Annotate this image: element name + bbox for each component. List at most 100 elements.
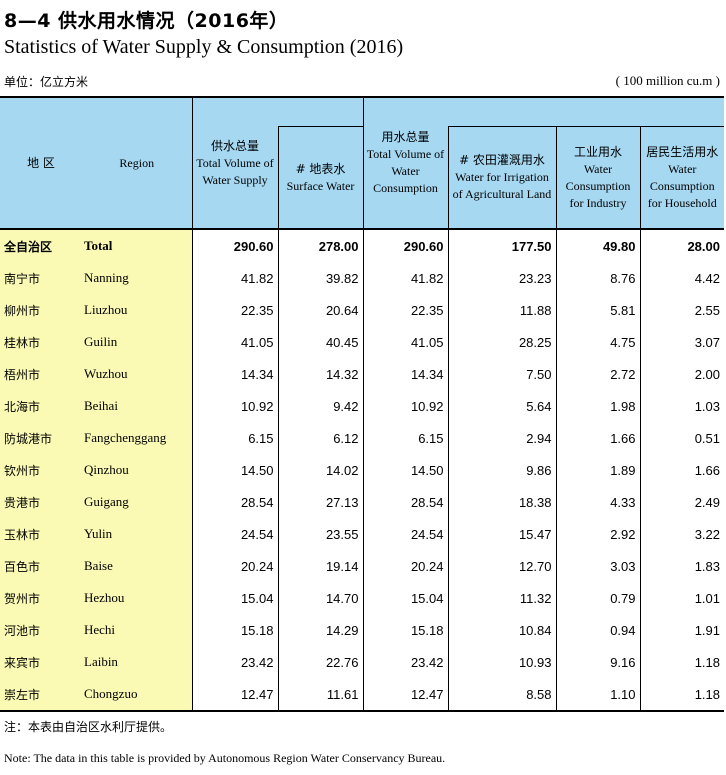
irrigation-header: # 农田灌溉用水 Water for Irrigation of Agricul… [447, 126, 556, 229]
consumption-value: 15.04 [362, 582, 448, 614]
supply-value: 10.92 [191, 390, 278, 422]
table-row: 钦州市 Qinzhou 14.50 14.02 14.50 9.86 1.89 1.66 [0, 454, 724, 486]
region-name-en: Qinzhou [82, 454, 192, 486]
consumption-value: 12.47 [362, 678, 448, 711]
table-row: 桂林市 Guilin 41.05 40.45 41.05 28.25 4.75 3.07 [0, 326, 724, 358]
region-name-cn: 南宁市 [0, 262, 82, 294]
table-row: 防城港市 Fangchenggang 6.15 6.12 6.15 2.94 1.66 0.5… [0, 422, 724, 454]
irrigation-value: 9.86 [447, 454, 556, 486]
irrigation-value: 12.70 [447, 550, 556, 582]
supply-value: 23.42 [191, 646, 278, 678]
surface-value: 14.29 [277, 614, 363, 646]
consumption-value: 28.54 [362, 486, 448, 518]
region-name-cn: 钦州市 [0, 454, 82, 486]
surface-value: 14.02 [277, 454, 363, 486]
region-name-cn: 来宾市 [0, 646, 82, 678]
region-name-en: Fangchenggang [82, 422, 192, 454]
consumption-value: 10.92 [362, 390, 448, 422]
surface-value: 19.14 [277, 550, 363, 582]
table-row: 百色市 Baise 20.24 19.14 20.24 12.70 3.03 1.83 [0, 550, 724, 582]
irrigation-value: 18.38 [447, 486, 556, 518]
region-name-cn: 防城港市 [0, 422, 82, 454]
region-name-cn: 桂林市 [0, 326, 82, 358]
consumption-header: 用水总量 Total Volume of Water Consumption [362, 97, 448, 229]
region-header-en: Region [82, 97, 192, 229]
irrigation-value: 7.50 [447, 358, 556, 390]
household-value: 1.03 [639, 390, 724, 422]
industry-value: 4.75 [555, 326, 640, 358]
region-name-cn: 百色市 [0, 550, 82, 582]
region-name-en: Wuzhou [82, 358, 192, 390]
region-name-en: Chongzuo [82, 678, 192, 711]
household-header: 居民生活用水 Water Consumption for Household [639, 126, 724, 229]
irrigation-value: 8.58 [447, 678, 556, 711]
total-row: 全自治区 Total 290.60 278.00 290.60 177.50 49.80 28… [0, 229, 724, 262]
region-name-cn: 河池市 [0, 614, 82, 646]
table-body: 全自治区 Total 290.60 278.00 290.60 177.50 49.80 28… [0, 229, 724, 711]
supply-value: 14.50 [191, 454, 278, 486]
irrigation-value: 11.88 [447, 294, 556, 326]
table-row: 梧州市 Wuzhou 14.34 14.32 14.34 7.50 2.72 2.00 [0, 358, 724, 390]
region-name-en: Beihai [82, 390, 192, 422]
region-name-en: Baise [82, 550, 192, 582]
supply-value: 41.82 [191, 262, 278, 294]
household-value: 1.83 [639, 550, 724, 582]
household-value: 1.18 [639, 678, 724, 711]
consumption-value: 41.82 [362, 262, 448, 294]
region-name-cn: 梧州市 [0, 358, 82, 390]
surface-value: 39.82 [277, 262, 363, 294]
page-title-en: Statistics of Water Supply & Consumption… [4, 36, 404, 58]
table-row: 贺州市 Hezhou 15.04 14.70 15.04 11.32 0.79 1.01 [0, 582, 724, 614]
household-value: 2.49 [639, 486, 724, 518]
unit-label-en: ( 100 million cu.m ) [615, 73, 720, 88]
region-name-en: Guigang [82, 486, 192, 518]
irrigation-value: 177.50 [447, 229, 556, 262]
supply-value: 14.34 [191, 358, 278, 390]
supply-value: 20.24 [191, 550, 278, 582]
household-value: 3.07 [639, 326, 724, 358]
region-name-cn: 玉林市 [0, 518, 82, 550]
industry-header: 工业用水 Water Consumption for Industry [555, 126, 640, 229]
table-row: 北海市 Beihai 10.92 9.42 10.92 5.64 1.98 1.03 [0, 390, 724, 422]
note-en: Note: The data in this table is provided… [4, 751, 446, 765]
region-name-en: Total [82, 229, 192, 262]
surface-value: 27.13 [277, 486, 363, 518]
household-value: 1.91 [639, 614, 724, 646]
table-row: 柳州市 Liuzhou 22.35 20.64 22.35 11.88 5.81 2.55 [0, 294, 724, 326]
page-title-cn: 8—4 供水用水情况（2016年） [4, 10, 289, 32]
industry-value: 9.16 [555, 646, 640, 678]
household-value: 1.18 [639, 646, 724, 678]
household-value: 2.55 [639, 294, 724, 326]
supply-header: 供水总量 Total Volume of Water Supply [191, 97, 278, 229]
region-name-cn: 贵港市 [0, 486, 82, 518]
consumption-value: 14.34 [362, 358, 448, 390]
irrigation-value: 11.32 [447, 582, 556, 614]
table-row: 玉林市 Yulin 24.54 23.55 24.54 15.47 2.92 3.22 [0, 518, 724, 550]
region-name-cn: 北海市 [0, 390, 82, 422]
industry-value: 1.66 [555, 422, 640, 454]
household-value: 4.42 [639, 262, 724, 294]
consumption-value: 22.35 [362, 294, 448, 326]
region-name-cn: 贺州市 [0, 582, 82, 614]
industry-value: 2.92 [555, 518, 640, 550]
industry-value: 2.72 [555, 358, 640, 390]
industry-value: 1.89 [555, 454, 640, 486]
household-value: 1.01 [639, 582, 724, 614]
industry-value: 49.80 [555, 229, 640, 262]
household-value: 28.00 [639, 229, 724, 262]
region-name-en: Liuzhou [82, 294, 192, 326]
supply-value: 12.47 [191, 678, 278, 711]
industry-value: 3.03 [555, 550, 640, 582]
region-name-en: Nanning [82, 262, 192, 294]
supply-value: 15.18 [191, 614, 278, 646]
table-row: 贵港市 Guigang 28.54 27.13 28.54 18.38 4.33 2.49 [0, 486, 724, 518]
region-name-cn: 崇左市 [0, 678, 82, 711]
supply-value: 15.04 [191, 582, 278, 614]
household-value: 0.51 [639, 422, 724, 454]
surface-value: 23.55 [277, 518, 363, 550]
household-value: 3.22 [639, 518, 724, 550]
industry-value: 1.98 [555, 390, 640, 422]
supply-value: 24.54 [191, 518, 278, 550]
household-value: 2.00 [639, 358, 724, 390]
consumption-value: 14.50 [362, 454, 448, 486]
